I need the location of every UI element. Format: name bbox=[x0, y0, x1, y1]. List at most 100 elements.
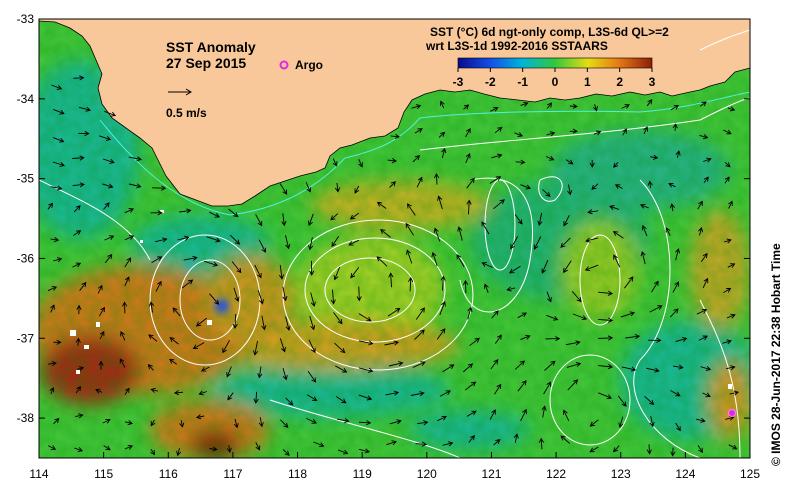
current-arrow-icon bbox=[102, 158, 115, 164]
current-arrow-icon bbox=[537, 212, 543, 227]
current-arrow-icon bbox=[384, 340, 400, 346]
current-arrow-icon bbox=[389, 181, 396, 188]
current-arrow-icon bbox=[390, 133, 401, 140]
current-arrow-icon bbox=[456, 253, 465, 268]
current-arrow-icon bbox=[181, 279, 194, 289]
colorbar-tick-label: 0 bbox=[552, 75, 559, 89]
current-arrow-icon bbox=[569, 103, 578, 109]
missing-pixel bbox=[70, 330, 76, 336]
current-arrow-icon bbox=[279, 338, 286, 353]
current-arrow-icon bbox=[406, 203, 416, 216]
current-arrow-icon bbox=[617, 395, 627, 407]
current-arrow-icon bbox=[670, 447, 676, 457]
current-arrow-icon bbox=[49, 386, 55, 395]
current-arrow-icon bbox=[442, 441, 454, 447]
current-arrow-icon bbox=[121, 301, 128, 314]
current-arrow-icon bbox=[702, 277, 709, 289]
current-arrow-icon bbox=[621, 366, 637, 372]
current-arrow-icon bbox=[647, 337, 662, 343]
current-arrow-icon bbox=[150, 448, 156, 456]
current-arrow-icon bbox=[387, 158, 398, 164]
current-arrow-icon bbox=[358, 159, 363, 168]
current-arrow-icon bbox=[337, 449, 349, 455]
current-arrow-icon bbox=[506, 286, 516, 292]
contour bbox=[699, 299, 741, 458]
current-arrow-icon bbox=[481, 262, 493, 268]
current-arrow-icon bbox=[571, 291, 582, 303]
current-arrow-icon bbox=[491, 310, 499, 319]
current-arrow-icon bbox=[543, 381, 552, 395]
missing-data bbox=[70, 210, 732, 389]
current-arrow-icon bbox=[514, 214, 523, 225]
current-arrow-icon bbox=[546, 291, 552, 303]
contour bbox=[633, 179, 701, 458]
current-arrow-icon bbox=[306, 417, 317, 424]
current-arrow-icon bbox=[252, 341, 259, 356]
current-arrow-icon bbox=[233, 418, 239, 429]
current-arrow-icon bbox=[585, 237, 599, 243]
contour bbox=[699, 29, 750, 51]
current-arrow-icon bbox=[226, 366, 232, 378]
current-arrow-icon bbox=[727, 263, 736, 268]
current-arrow-icon bbox=[53, 417, 60, 425]
missing-pixel bbox=[728, 384, 732, 389]
current-arrow-icon bbox=[195, 414, 205, 420]
current-arrow-icon bbox=[358, 394, 373, 401]
current-arrow-icon bbox=[405, 222, 414, 236]
current-arrow-icon bbox=[358, 313, 372, 322]
current-arrow-icon bbox=[565, 340, 581, 346]
scale-arrowhead-icon bbox=[185, 88, 192, 96]
current-arrow-icon bbox=[73, 75, 85, 81]
current-arrow-icon bbox=[639, 203, 649, 209]
contour bbox=[459, 177, 533, 313]
current-arrow-icon bbox=[494, 126, 503, 134]
current-arrow-icon bbox=[47, 202, 54, 210]
current-arrow-icon bbox=[332, 158, 338, 167]
current-arrow-icon bbox=[546, 131, 556, 137]
current-arrow-icon bbox=[253, 391, 259, 404]
current-arrow-icon bbox=[433, 172, 440, 185]
current-arrow-icon bbox=[646, 99, 653, 107]
current-arrow-icon bbox=[53, 257, 63, 263]
current-arrow-icon bbox=[598, 364, 614, 370]
current-arrow-icon bbox=[206, 236, 221, 243]
contour bbox=[282, 219, 474, 371]
current-arrow-icon bbox=[124, 444, 134, 450]
current-arrow-icon bbox=[233, 287, 240, 302]
current-arrow-icon bbox=[99, 330, 105, 340]
current-arrow-icon bbox=[436, 328, 446, 340]
current-arrow-icon bbox=[232, 313, 238, 329]
current-arrow-icon bbox=[520, 101, 529, 107]
current-arrow-icon bbox=[50, 304, 55, 313]
current-arrow-icon bbox=[155, 280, 162, 292]
current-arrow-icon bbox=[598, 392, 613, 400]
current-arrow-icon bbox=[466, 177, 475, 189]
current-arrow-icon bbox=[649, 305, 663, 313]
current-arrow-icon bbox=[651, 280, 659, 293]
lat-tick-label: -36 bbox=[17, 251, 35, 265]
current-arrow-icon bbox=[75, 337, 81, 346]
current-arrow-icon bbox=[411, 104, 422, 110]
current-arrow-icon bbox=[386, 440, 397, 446]
current-arrow-icon bbox=[700, 252, 708, 262]
current-arrow-icon bbox=[79, 281, 87, 291]
lat-tick-label: -35 bbox=[17, 172, 35, 186]
current-arrow-icon bbox=[255, 214, 263, 227]
lon-tick-label: 122 bbox=[546, 467, 566, 481]
current-arrow-icon bbox=[592, 104, 598, 112]
current-arrow-icon bbox=[675, 422, 681, 432]
current-arrow-icon bbox=[439, 301, 446, 316]
scale-label: 0.5 m/s bbox=[166, 106, 207, 120]
current-arrow-icon bbox=[313, 441, 325, 448]
current-arrow-icon bbox=[226, 445, 232, 454]
current-arrow-icon bbox=[308, 339, 316, 354]
current-arrow-icon bbox=[442, 364, 455, 373]
current-arrow-icon bbox=[308, 237, 314, 251]
current-arrow-icon bbox=[727, 106, 736, 112]
current-arrow-icon bbox=[649, 416, 655, 428]
current-arrow-icon bbox=[388, 272, 394, 288]
current-arrow-icon bbox=[728, 200, 733, 209]
current-arrow-icon bbox=[697, 226, 704, 236]
current-arrow-icon bbox=[285, 234, 291, 250]
current-arrow-icon bbox=[72, 182, 85, 188]
